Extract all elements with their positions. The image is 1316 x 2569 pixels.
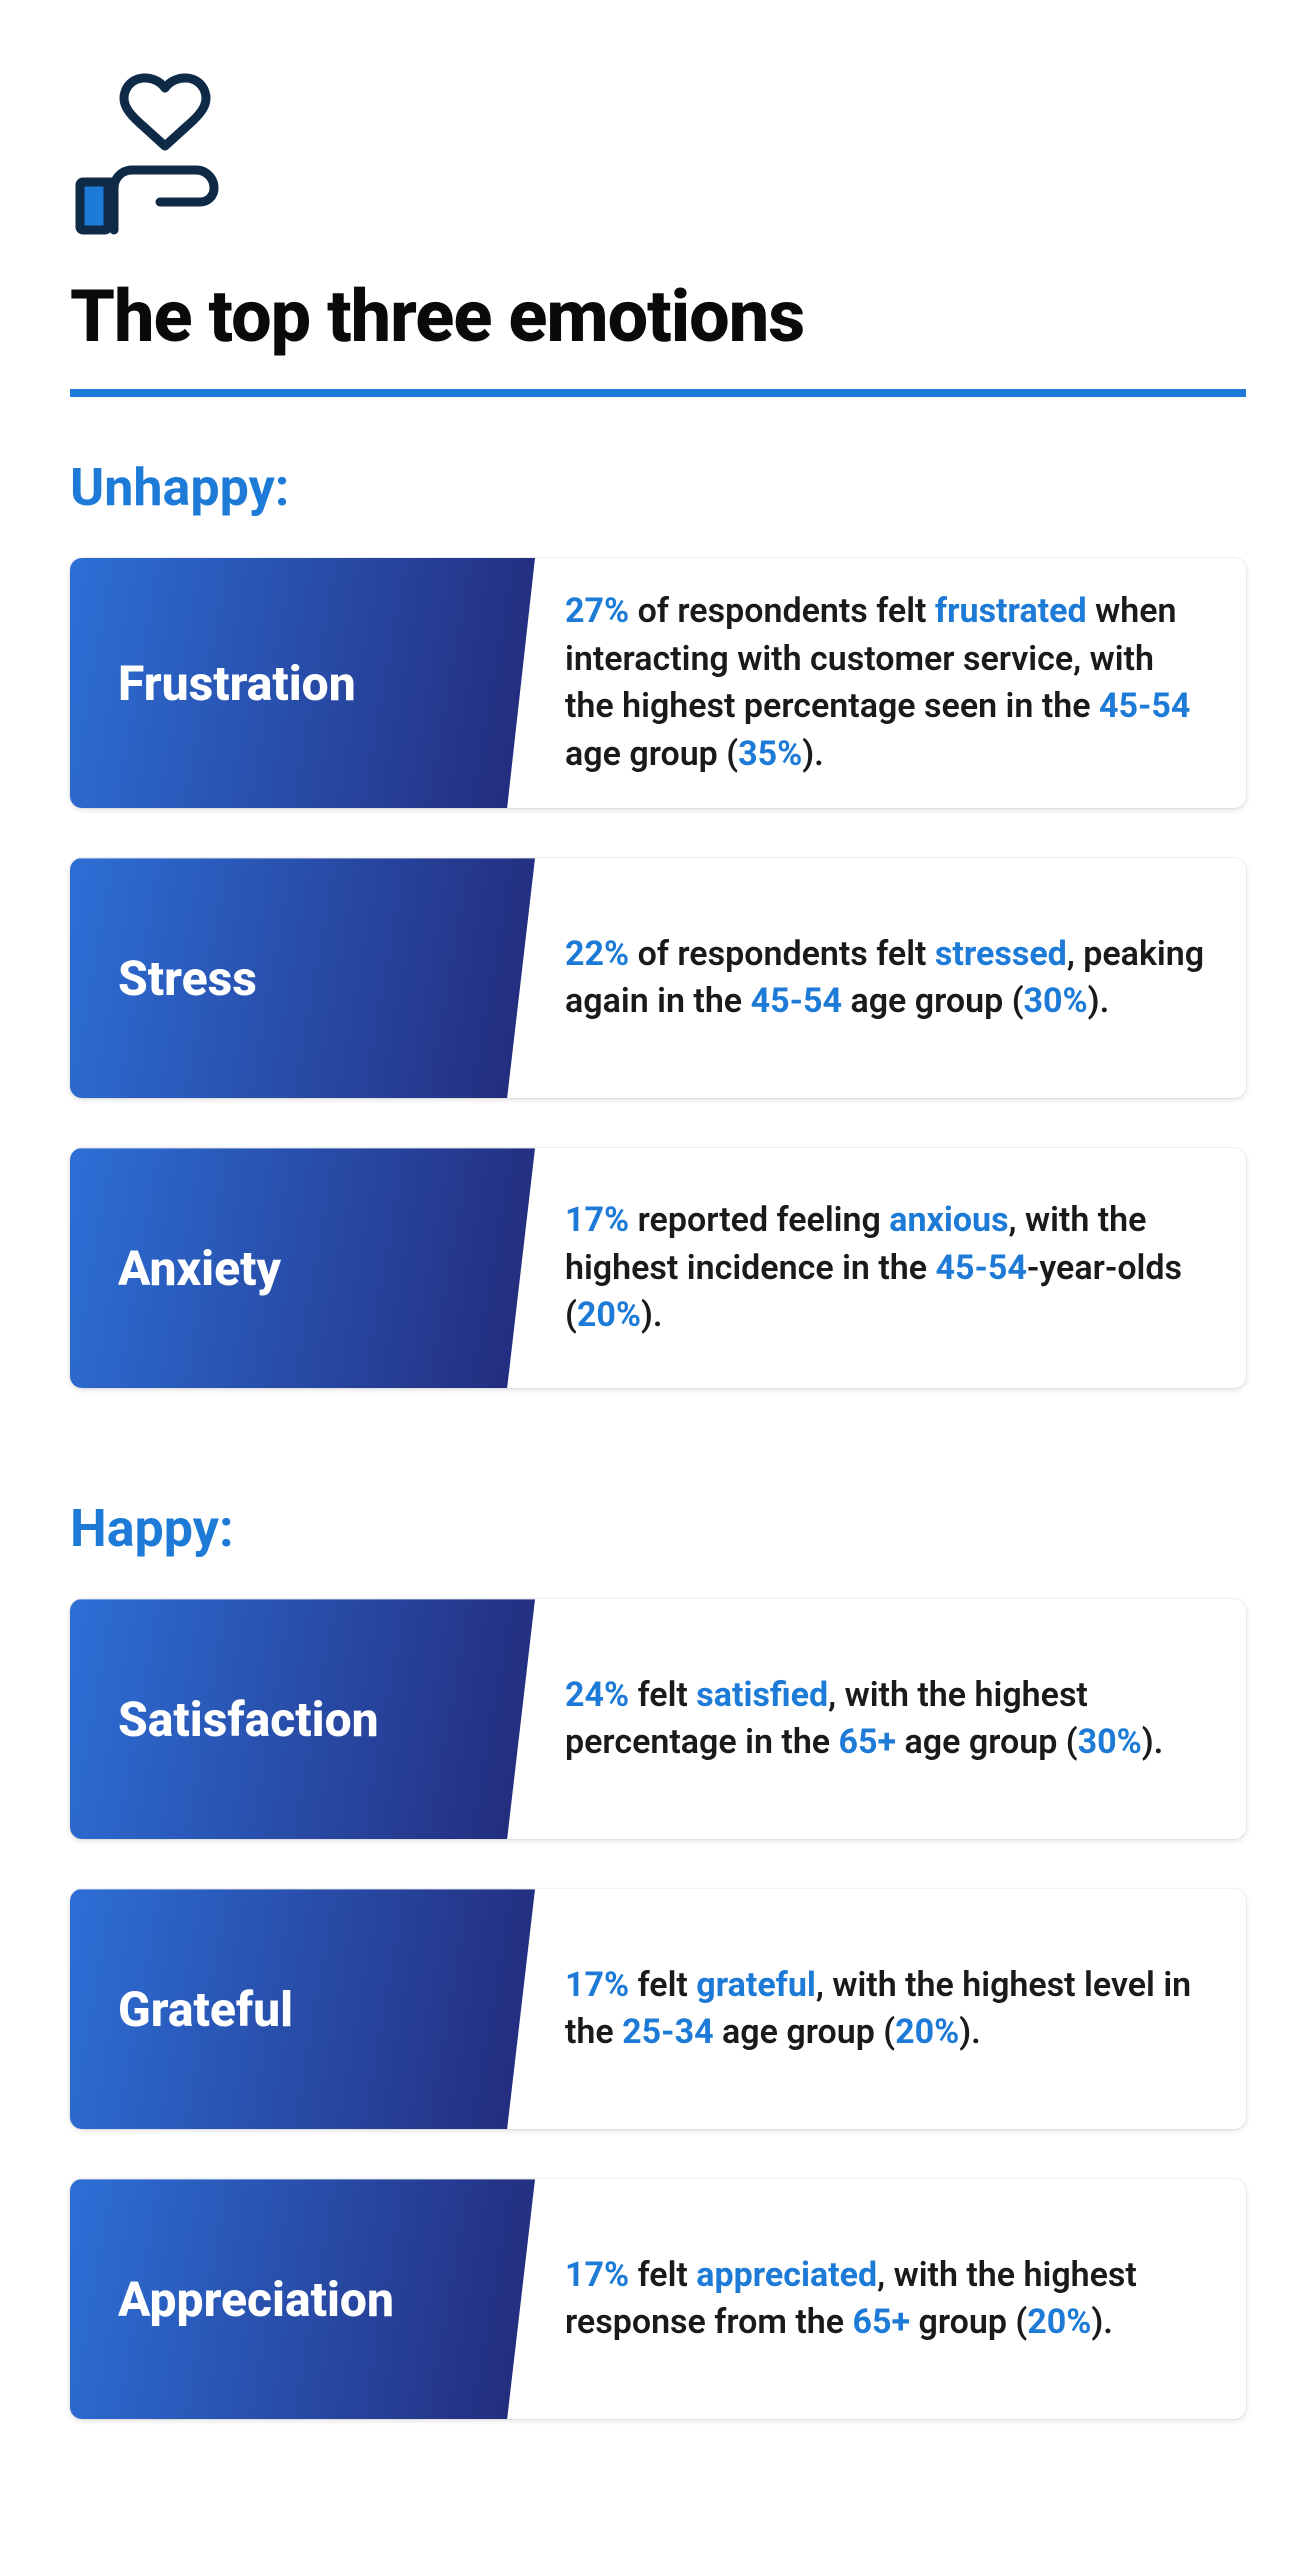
emotion-card-left: Frustration — [70, 558, 535, 808]
section-gap — [70, 1438, 1246, 1498]
emotion-card-right: 27% of respondents felt frustrated when … — [535, 558, 1246, 808]
title-rule — [70, 389, 1246, 397]
emotion-card: Appreciation 17% felt appreciated, with t… — [70, 2179, 1246, 2419]
emotion-name: Grateful — [118, 1981, 293, 2038]
emotion-card: Stress 22% of respondents felt stressed, … — [70, 858, 1246, 1098]
emotion-card-left: Satisfaction — [70, 1599, 535, 1839]
emotion-description: 27% of respondents felt frustrated when … — [565, 588, 1206, 778]
emotion-card-left: Appreciation — [70, 2179, 535, 2419]
emotion-card-left: Stress — [70, 858, 535, 1098]
emotion-name: Appreciation — [118, 2271, 394, 2328]
emotion-card: Frustration 27% of respondents felt frust… — [70, 558, 1246, 808]
emotion-description: 22% of respondents felt stressed, peakin… — [565, 931, 1206, 1026]
emotion-name: Frustration — [118, 655, 356, 712]
emotion-card-right: 24% felt satisfied, with the highest per… — [535, 1599, 1246, 1839]
hand-heart-icon — [70, 70, 1246, 244]
emotion-card-right: 22% of respondents felt stressed, peakin… — [535, 858, 1246, 1098]
emotion-name: Anxiety — [118, 1240, 281, 1297]
emotion-card-right: 17% felt appreciated, with the highest r… — [535, 2179, 1246, 2419]
section-label: Happy: — [70, 1498, 1246, 1559]
emotion-description: 17% felt grateful, with the highest leve… — [565, 1962, 1206, 2057]
emotion-card-right: 17% reported feeling anxious, with the h… — [535, 1148, 1246, 1388]
emotion-description: 17% reported feeling anxious, with the h… — [565, 1197, 1206, 1340]
emotion-card-left: Anxiety — [70, 1148, 535, 1388]
emotion-card: Satisfaction 24% felt satisfied, with the… — [70, 1599, 1246, 1839]
section-label: Unhappy: — [70, 457, 1246, 518]
emotion-name: Stress — [118, 950, 257, 1007]
emotion-card: Anxiety 17% reported feeling anxious, wit… — [70, 1148, 1246, 1388]
emotion-description: 24% felt satisfied, with the highest per… — [565, 1672, 1206, 1767]
emotion-card: Grateful 17% felt grateful, with the high… — [70, 1889, 1246, 2129]
page-title: The top three emotions — [70, 274, 1246, 359]
emotion-card-left: Grateful — [70, 1889, 535, 2129]
emotion-card-right: 17% felt grateful, with the highest leve… — [535, 1889, 1246, 2129]
emotion-description: 17% felt appreciated, with the highest r… — [565, 2252, 1206, 2347]
emotion-name: Satisfaction — [118, 1691, 379, 1748]
